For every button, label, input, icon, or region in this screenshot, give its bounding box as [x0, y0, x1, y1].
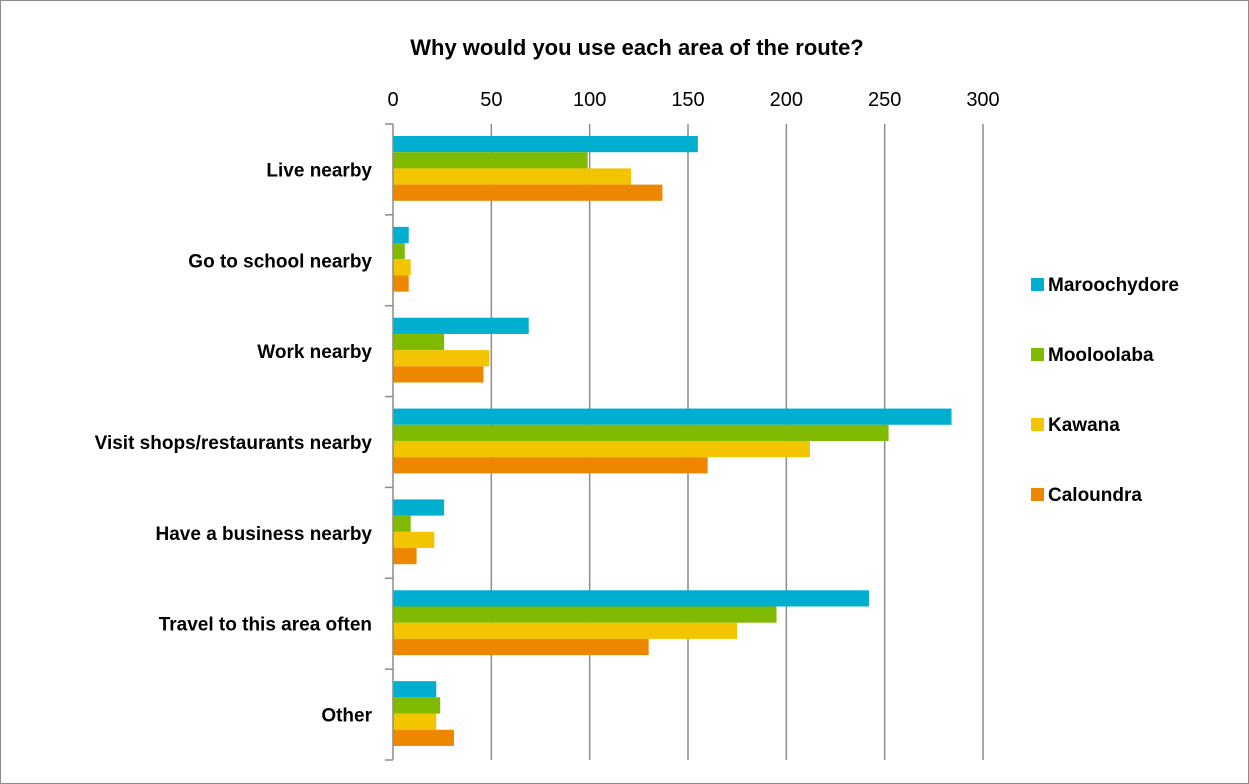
bar-maroochydore-6: [393, 681, 437, 698]
x-tick-label: 300: [966, 89, 999, 111]
bar-kawana-5: [393, 622, 738, 639]
bar-kawana-6: [393, 713, 437, 730]
bar-caloundra-1: [393, 275, 409, 292]
legend-label-kawana: Kawana: [1048, 415, 1120, 436]
bar-maroochydore-0: [393, 136, 698, 153]
bar-maroochydore-5: [393, 590, 869, 607]
legend-swatch-caloundra: [1031, 488, 1044, 501]
bar-mooloolaba-0: [393, 152, 588, 169]
legend-label-maroochydore: Maroochydore: [1048, 275, 1179, 296]
x-tick-label: 150: [671, 89, 704, 111]
x-tick-label: 200: [770, 89, 803, 111]
category-label: Have a business nearby: [156, 524, 373, 545]
y-axis: [385, 123, 394, 761]
legend-label-mooloolaba: Mooloolaba: [1048, 345, 1154, 366]
bar-mooloolaba-5: [393, 606, 777, 623]
category-label: Go to school nearby: [188, 251, 372, 272]
bar-caloundra-5: [393, 638, 649, 656]
legend-swatch-kawana: [1031, 418, 1044, 431]
bar-caloundra-0: [393, 184, 663, 201]
legend-label-caloundra: Caloundra: [1048, 485, 1142, 506]
bar-caloundra-2: [393, 366, 484, 383]
chart-title: Why would you use each area of the route…: [410, 35, 864, 60]
category-label: Other: [321, 706, 372, 727]
bar-kawana-0: [393, 168, 631, 185]
bar-mooloolaba-2: [393, 333, 445, 351]
legend: Maroochydore Mooloolaba Kawana Caloundra: [1031, 275, 1179, 506]
category-label: Work nearby: [257, 342, 372, 363]
legend-swatch-mooloolaba: [1031, 348, 1044, 361]
x-tick-label: 100: [573, 89, 606, 111]
bar-caloundra-6: [393, 729, 454, 746]
x-axis-ticks: 0 50 100 150 200 250 300: [387, 89, 999, 111]
bar-caloundra-3: [393, 457, 708, 474]
x-tick-label: 250: [868, 89, 901, 111]
bar-maroochydore-4: [393, 499, 445, 516]
x-tick-label: 0: [387, 89, 398, 111]
category-label: Visit shops/restaurants nearby: [95, 433, 373, 454]
legend-swatch-maroochydore: [1031, 278, 1044, 291]
category-labels: Live nearby Go to school nearby Work nearb…: [95, 160, 373, 726]
bar-mooloolaba-6: [393, 697, 441, 714]
bar-kawana-1: [393, 259, 411, 276]
bar-maroochydore-1: [393, 226, 409, 244]
bar-kawana-4: [393, 531, 435, 549]
category-label: Live nearby: [266, 160, 372, 181]
bar-caloundra-4: [393, 548, 417, 565]
bar-mooloolaba-3: [393, 424, 889, 441]
bar-kawana-3: [393, 440, 810, 458]
category-label: Travel to this area often: [159, 615, 372, 636]
bar-mooloolaba-4: [393, 515, 411, 532]
bar-maroochydore-3: [393, 408, 952, 425]
x-tick-label: 50: [480, 89, 502, 111]
bars: [393, 136, 952, 746]
bar-kawana-2: [393, 350, 490, 367]
bar-mooloolaba-1: [393, 243, 405, 260]
bar-maroochydore-2: [393, 317, 529, 334]
